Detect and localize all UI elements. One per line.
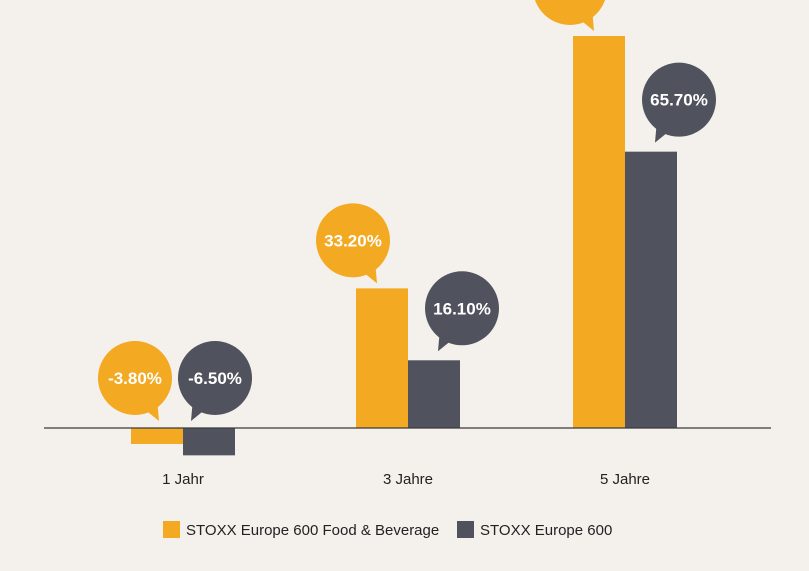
bubble-circle	[98, 341, 172, 415]
bar-food-beverage-3	[573, 36, 625, 428]
bubble-circle	[316, 203, 390, 278]
legend-label: STOXX Europe 600 Food & Beverage	[186, 522, 439, 539]
legend-swatch	[163, 521, 180, 538]
bubble-tail	[578, 8, 594, 31]
bubble-circle	[642, 62, 716, 137]
bubble-tail	[361, 260, 377, 284]
data-label-bubble: 93.20%	[535, 0, 605, 31]
bubble-tail	[438, 328, 454, 352]
data-label-bubble: 33.20%	[316, 203, 390, 284]
bar-europe-600-2	[408, 360, 460, 428]
bar-europe-600-3	[625, 151, 677, 429]
legend: STOXX Europe 600 Food & Beverage STOXX Eu…	[163, 521, 612, 539]
data-label-layer: -3.80% -6.50% 33.20% 16.10% 93.20% 65.70%	[98, 0, 716, 421]
legend-label: STOXX Europe 600	[480, 522, 612, 539]
bar-food-beverage-1	[131, 428, 183, 444]
data-label: 65.70%	[650, 91, 708, 110]
bubble-tail	[143, 398, 159, 421]
x-axis-ticks: 1 Jahr 3 Jahre 5 Jahre	[162, 471, 650, 488]
bubble-circle	[425, 271, 499, 346]
legend-swatch	[457, 521, 474, 538]
data-label: -6.50%	[188, 369, 242, 388]
data-label: 33.20%	[324, 231, 382, 250]
bar-food-beverage-2	[356, 288, 408, 428]
bubble-tail	[655, 119, 671, 143]
data-label: -3.80%	[108, 369, 162, 388]
bubble-circle	[535, 0, 605, 25]
x-tick-label: 3 Jahre	[383, 471, 433, 488]
data-label-bubble: 16.10%	[425, 271, 499, 352]
bars-layer	[131, 36, 677, 456]
data-label-bubble: -3.80%	[98, 341, 172, 421]
bubble-circle	[178, 341, 252, 415]
data-label: 16.10%	[433, 299, 491, 318]
data-label-bubble: 65.70%	[642, 62, 716, 143]
legend-item: STOXX Europe 600	[457, 521, 612, 539]
legend-item: STOXX Europe 600 Food & Beverage	[163, 521, 439, 539]
data-label-bubble: -6.50%	[178, 341, 252, 421]
bar-europe-600-1	[183, 428, 235, 456]
bubble-tail	[191, 398, 207, 421]
x-tick-label: 1 Jahr	[162, 471, 204, 488]
x-tick-label: 5 Jahre	[600, 471, 650, 488]
